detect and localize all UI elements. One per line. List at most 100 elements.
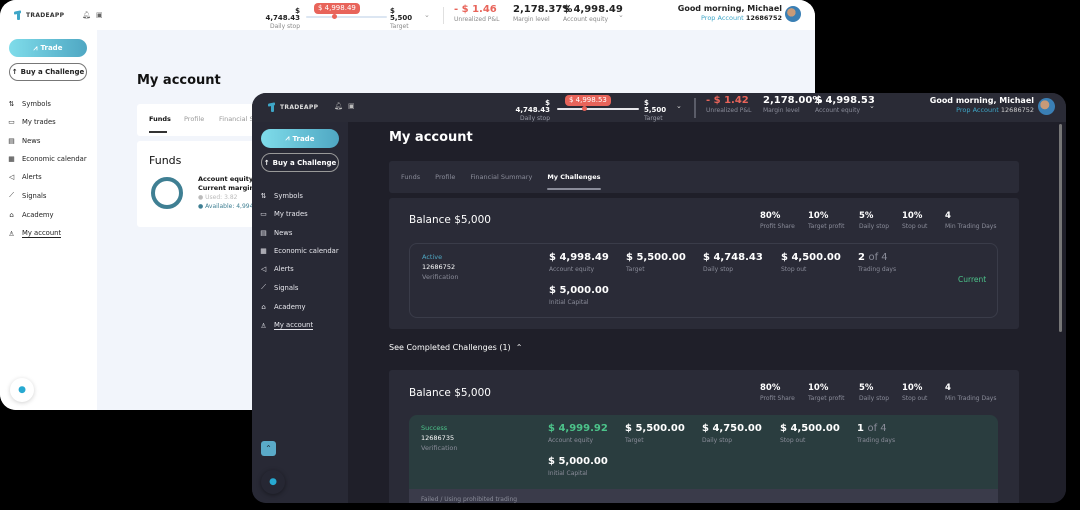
sidebar-item-economic-calendar[interactable]: ▦ Economic calendar (8, 154, 87, 163)
equity-progress-slider (557, 106, 639, 111)
megaphone-icon: ◁ (260, 265, 267, 274)
challenge-card-active: Balance $5,000 80% Profit Share 10% Target… (389, 198, 1019, 329)
news-icon: ▤ (8, 136, 15, 145)
sidebar-item-my-trades[interactable]: ▭ My trades (260, 210, 308, 219)
bell-icon[interactable]: 🔔︎ (82, 11, 91, 19)
chevron-down-icon[interactable]: ⌄ (618, 11, 624, 19)
sidebar-item-my-account[interactable]: ♙ My account (8, 229, 62, 239)
tab-profile[interactable]: Profile (184, 115, 205, 123)
balance-title: Balance $5,000 (409, 387, 491, 399)
briefcase-icon: ▭ (8, 118, 15, 127)
tab-funds[interactable]: Funds (401, 173, 421, 181)
tab-financial-summary[interactable]: Financial S (219, 115, 254, 123)
initial-capital: $ 5,000.00 Initial Capital (549, 285, 609, 307)
status-badge: Active (422, 253, 443, 261)
rule-min-trading-days: 4 Min Trading Days (945, 211, 997, 230)
chevron-up-icon: ⌃ (265, 444, 272, 453)
chevron-down-icon[interactable]: ⌄ (869, 102, 875, 110)
challenge-type: Verification (422, 273, 459, 282)
calendar-icon: ▦ (260, 246, 267, 255)
sidebar-item-my-trades[interactable]: ▭ My trades (8, 118, 56, 127)
logo-mark-icon (268, 102, 277, 112)
sidebar-item-economic-calendar[interactable]: ▦ Economic calendar (260, 246, 339, 255)
account-number: 12686735 (421, 434, 455, 443)
divider (694, 98, 696, 118)
avatar[interactable] (1038, 98, 1055, 115)
rule-daily-stop: 5% Daily stop (859, 383, 890, 402)
pnl-stat: - $ 1.42 Unrealized P&L (706, 95, 752, 114)
margin-level-stat: 2,178.00% Margin level (763, 95, 823, 114)
chat-support-button[interactable]: ● (261, 470, 285, 494)
stop-out: $ 4,500.00 Stop out (780, 423, 840, 445)
gift-icon[interactable]: ▣ (348, 102, 355, 110)
graduation-cap-icon: ⌂ (9, 210, 14, 219)
chevron-up-icon: ⌃ (515, 343, 523, 352)
arrow-up-icon: ↑ (263, 158, 270, 167)
challenge-type: Verification (421, 444, 458, 453)
dark-main: My account Funds Profile Financial Summa… (348, 122, 1066, 503)
tab-financial-summary[interactable]: Financial Summary (470, 173, 533, 181)
chat-icon: ● (269, 477, 277, 487)
margin-line: Current margin le (198, 183, 263, 192)
rule-stop-out: 10% Stop out (902, 383, 928, 402)
trade-button[interactable]: ⩘ Trade (261, 129, 339, 148)
funds-donut-chart (151, 177, 183, 209)
buy-challenge-button[interactable]: ↑ Buy a Challenge (9, 63, 87, 81)
sidebar-item-alerts[interactable]: ◁ Alerts (260, 265, 294, 274)
signals-icon: ⟋ (9, 191, 14, 200)
challenge-details[interactable]: Active 12686752 Verification $ 4,998.49 A… (409, 243, 998, 318)
bell-icon[interactable]: 🔔︎ (334, 102, 343, 110)
current-equity-bubble: $ 4,998.49 (314, 3, 360, 14)
sidebar-item-symbols[interactable]: ⇅ Symbols (8, 100, 51, 108)
trade-button[interactable]: ⩘ Trade (9, 39, 87, 57)
pnl-stat: - $ 1.46 Unrealized P&L (454, 4, 500, 23)
account-equity: $ 4,998.49 Account equity (549, 252, 609, 274)
sidebar-item-academy[interactable]: ⌂ Academy (259, 303, 339, 311)
sidebar-item-symbols[interactable]: ⇅ Symbols (260, 192, 303, 200)
funds-title: Funds (149, 154, 182, 167)
completed-challenges-toggle[interactable]: See Completed Challenges (1) ⌃ (389, 343, 523, 352)
sidebar-item-alerts[interactable]: ◁ Alerts (8, 173, 42, 182)
challenge-details[interactable]: Success 12686735 Verification $ 4,999.92… (409, 415, 998, 503)
account-equity-stat: $ 4,998.49 Account equity (563, 4, 623, 23)
margin-level-stat: 2,178.37% Margin level (513, 4, 573, 23)
avatar[interactable] (785, 6, 801, 22)
tab-profile[interactable]: Profile (435, 173, 456, 181)
rule-target-profit: 10% Target profit (808, 383, 845, 402)
briefcase-icon: ▭ (260, 210, 267, 219)
dark-theme-window: TRADEAPP 🔔︎ ▣ $ 4,748.43 Daily stop $ 4,… (252, 93, 1066, 503)
logo: TRADEAPP (268, 102, 318, 112)
news-icon: ▤ (260, 228, 267, 237)
sidebar-item-my-account[interactable]: ♙ My account (260, 321, 314, 331)
logo: TRADEAPP (14, 10, 64, 20)
vertical-scrollbar[interactable] (1059, 124, 1062, 332)
greeting: Good morning, Michael Prop Account 12686… (677, 4, 782, 22)
sidebar-item-signals[interactable]: ⟋ Signals (259, 283, 339, 292)
scroll-to-top-button[interactable]: ⌃ (261, 441, 276, 456)
sidebar-nav: ⇅ Symbols ▭ My trades ▤ News ▦ Economic cale… (7, 100, 87, 239)
balance-title: Balance $5,000 (409, 214, 491, 226)
chevron-down-icon[interactable]: ⌄ (676, 102, 682, 110)
tab-my-challenges[interactable]: My Challenges (547, 173, 601, 190)
tab-funds[interactable]: Funds (149, 115, 171, 123)
tabs-card: Funds Profile Financial Summary My Chall… (389, 161, 1019, 193)
account-number: 12686752 (422, 263, 456, 272)
sidebar-item-academy[interactable]: ⌂ Academy (7, 211, 87, 219)
dark-header: TRADEAPP 🔔︎ ▣ $ 4,748.43 Daily stop $ 4,… (252, 93, 1066, 122)
equity-line: Account equity: $ (198, 175, 263, 183)
initial-capital: $ 5,000.00 Initial Capital (548, 456, 608, 478)
target-stat: $ 5,500 Target (644, 99, 667, 122)
chat-support-button[interactable]: ● (10, 378, 34, 402)
chevron-down-icon[interactable]: ⌄ (424, 11, 430, 19)
gift-icon[interactable]: ▣ (96, 11, 103, 19)
buy-challenge-button[interactable]: ↑ Buy a Challenge (261, 153, 339, 172)
page-title: My account (137, 73, 221, 88)
active-tab-indicator (149, 131, 167, 133)
rule-stop-out: 10% Stop out (902, 211, 928, 230)
light-header: TRADEAPP 🔔︎ ▣ $ 4,748.43 Daily stop $ 4,… (0, 0, 815, 30)
sidebar-item-news[interactable]: ▤ News (260, 228, 293, 237)
sidebar-item-signals[interactable]: ⟋ Signals (7, 191, 87, 200)
failure-reason-bar: Failed / Using prohibited trading (409, 489, 998, 503)
daily-stop: $ 4,748.43 Daily stop (703, 252, 763, 274)
sidebar-item-news[interactable]: ▤ News (8, 136, 41, 145)
